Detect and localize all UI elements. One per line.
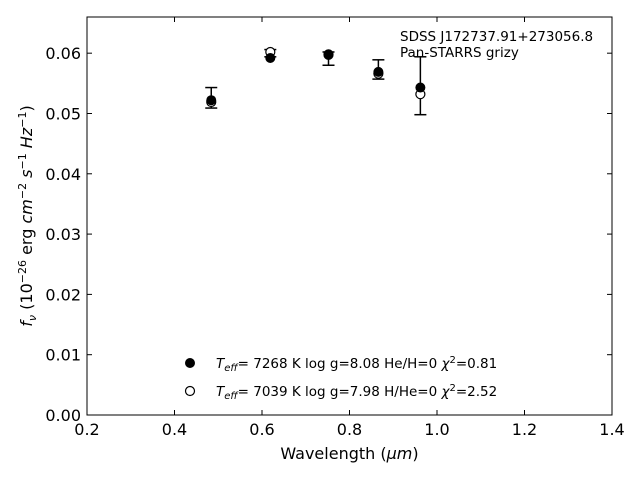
x-tick-label: 0.8 bbox=[337, 420, 362, 439]
legend-marker-filled bbox=[185, 358, 195, 368]
legend-label-model-2: Teff= 7039 K log g=7.98 H/He=0 χ2=2.52 bbox=[216, 383, 497, 402]
y-tick-label: 0.02 bbox=[45, 285, 81, 304]
data-markers bbox=[206, 46, 426, 108]
legend-marker-open bbox=[184, 385, 196, 397]
error-bars bbox=[205, 48, 427, 116]
x-tick-label: 0.6 bbox=[249, 420, 274, 439]
annotation-survey: Pan-STARRS grizy bbox=[400, 45, 519, 61]
x-ticks: 0.2 0.4 0.6 0.8 1.0 1.2 1.4 bbox=[74, 17, 625, 439]
y-tick-label: 0.04 bbox=[45, 165, 81, 184]
x-tick-label: 0.2 bbox=[74, 420, 99, 439]
model-1-point bbox=[323, 49, 334, 60]
y-ticks: 0.00 0.01 0.02 0.03 0.04 0.05 0.06 bbox=[45, 44, 612, 425]
legend: Teff= 7268 K log g=8.08 He/H=0 χ2=0.81 T… bbox=[184, 355, 497, 402]
y-tick-label: 0.06 bbox=[45, 44, 81, 63]
model-1-point bbox=[415, 82, 426, 93]
y-tick-label: 0.03 bbox=[45, 225, 81, 244]
y-axis-title: fν (10−26 erg cm−2 s−1 Hz−1) bbox=[16, 105, 39, 326]
y-tick-label: 0.00 bbox=[45, 406, 81, 425]
model-1-point bbox=[206, 95, 217, 106]
model-1-point bbox=[265, 53, 276, 64]
y-tick-label: 0.01 bbox=[45, 346, 81, 365]
x-axis-title: Wavelength (μm) bbox=[280, 444, 418, 463]
x-tick-label: 0.4 bbox=[162, 420, 187, 439]
y-tick-label: 0.05 bbox=[45, 104, 81, 123]
x-tick-label: 1.4 bbox=[599, 420, 624, 439]
legend-label-model-1: Teff= 7268 K log g=8.08 He/H=0 χ2=0.81 bbox=[216, 355, 497, 374]
model-1-point bbox=[373, 66, 384, 77]
annotation-object-name: SDSS J172737.91+273056.8 bbox=[400, 29, 593, 45]
x-tick-label: 1.0 bbox=[424, 420, 449, 439]
x-tick-label: 1.2 bbox=[512, 420, 537, 439]
